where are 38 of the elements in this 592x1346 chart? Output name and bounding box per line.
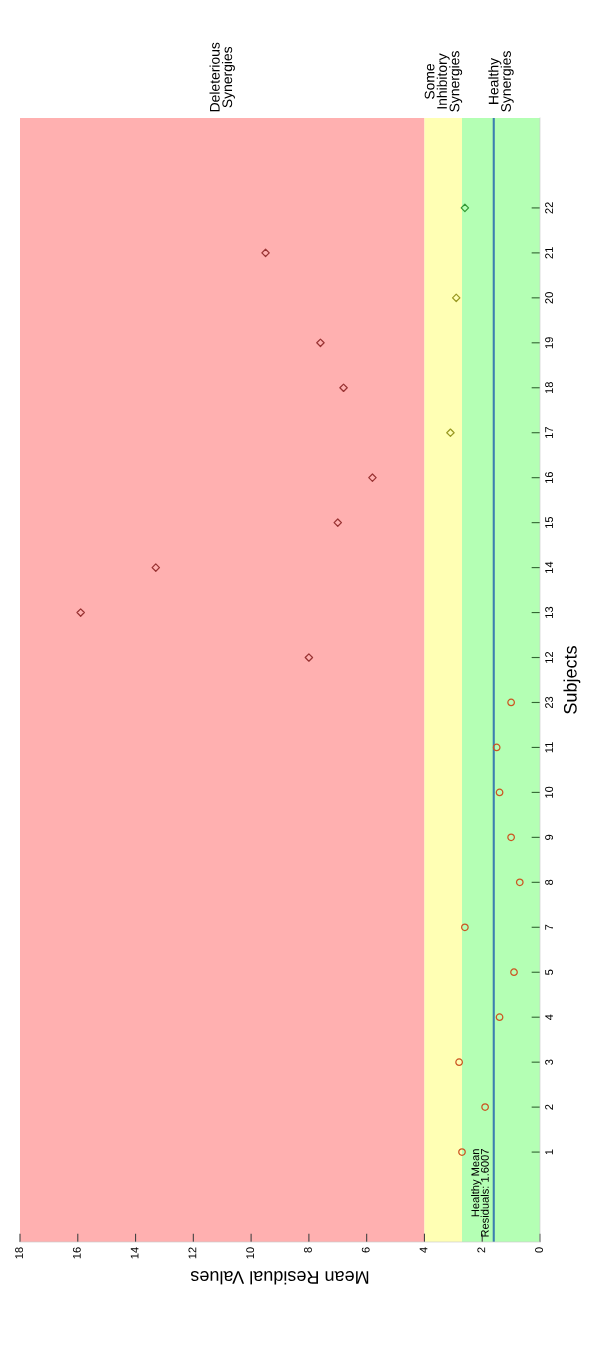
band-label: Some Inhibitory Synergies — [424, 51, 463, 112]
x-tick-label: 4 — [419, 1247, 428, 1253]
y-tick-label: 17 — [545, 427, 553, 439]
y-tick-label: 18 — [545, 382, 554, 394]
x-tick-label: 6 — [361, 1247, 370, 1253]
y-tick-label: 2 — [545, 1104, 553, 1110]
y-tick-label: 16 — [545, 471, 554, 484]
y-tick-label: 1 — [545, 1149, 553, 1155]
x-axis-title: Mean Residual Values — [190, 1271, 369, 1285]
x-tick-label: 14 — [130, 1247, 139, 1259]
y-tick-label: 4 — [545, 1014, 553, 1021]
x-tick-label: 2 — [477, 1247, 486, 1253]
y-tick-label: 5 — [545, 969, 554, 975]
y-tick-label: 13 — [545, 606, 554, 618]
y-tick-label: 15 — [545, 516, 554, 528]
y-tick-label: 3 — [545, 1059, 554, 1065]
y-axis-title: Subjects — [563, 646, 581, 714]
band-label: Healthy Synergies — [488, 51, 514, 112]
y-tick-label: 22 — [545, 202, 553, 214]
x-tick-label: 8 — [304, 1247, 312, 1253]
y-tick-label: 11 — [545, 742, 553, 753]
y-tick-label: 10 — [545, 786, 554, 798]
y-tick-label: 20 — [545, 292, 554, 304]
band-label: Deleterious Synergies — [209, 42, 235, 112]
y-tick-label: 7 — [545, 924, 553, 930]
y-tick-label: 23 — [545, 696, 554, 709]
x-tick-label: 12 — [188, 1247, 197, 1259]
ref-line-label: Healthy Mean Residuals: 1.6007 — [471, 1149, 489, 1237]
x-tick-label: 0 — [535, 1247, 543, 1253]
y-tick-label: 21 — [545, 247, 553, 259]
y-tick-label: 12 — [545, 651, 553, 663]
y-tick-label: 8 — [545, 879, 554, 885]
y-tick-label: 9 — [545, 834, 554, 840]
y-tick-label: 19 — [545, 337, 554, 349]
x-tick-label: 16 — [72, 1247, 81, 1259]
x-tick-label: 10 — [246, 1247, 255, 1259]
x-tick-label: 18 — [15, 1247, 23, 1259]
y-tick-label: 14 — [545, 561, 553, 573]
